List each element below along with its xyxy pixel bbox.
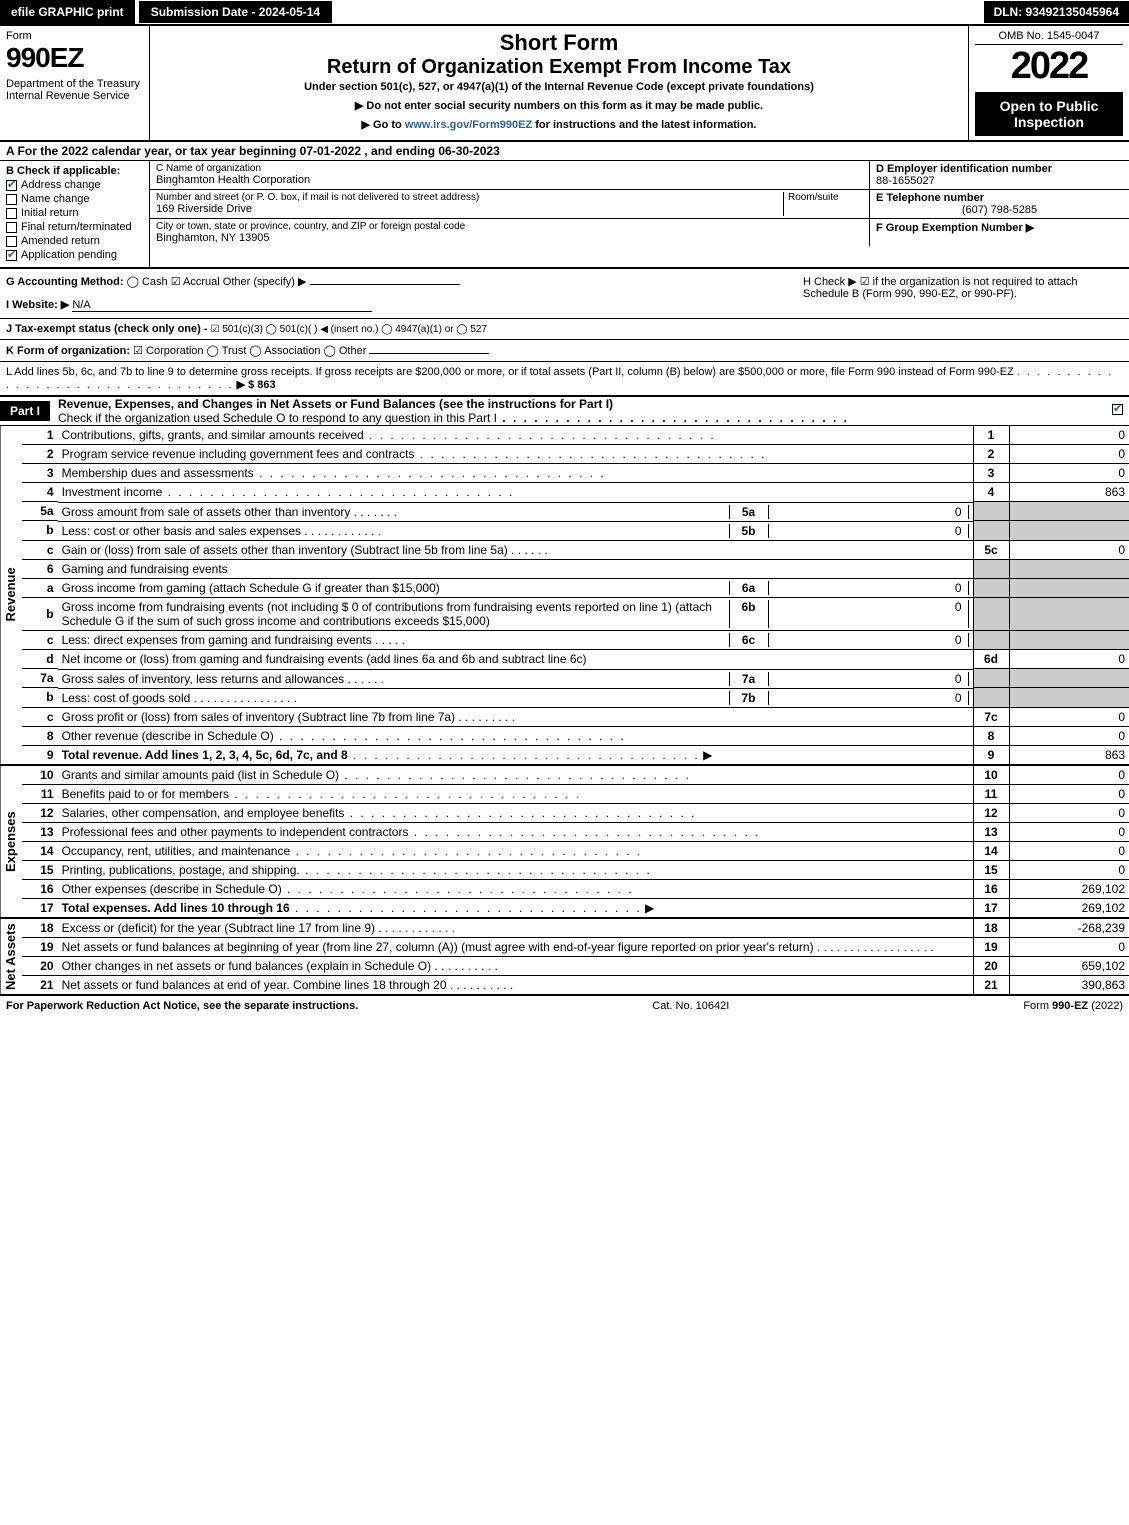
part1-header: Part I Revenue, Expenses, and Changes in… — [0, 397, 1129, 426]
org-name: Binghamton Health Corporation — [156, 174, 863, 186]
f-group-label: F Group Exemption Number ▶ — [876, 221, 1123, 234]
efile-print-button[interactable]: efile GRAPHIC print — [0, 0, 135, 24]
row-l: L Add lines 5b, 6c, and 7b to line 9 to … — [0, 362, 1129, 397]
dln-label: DLN: 93492135045964 — [984, 1, 1129, 23]
part1-check[interactable] — [1112, 404, 1123, 415]
g-accrual: Accrual — [183, 276, 220, 288]
subtitle: Under section 501(c), 527, or 4947(a)(1)… — [156, 81, 962, 93]
g-cash: Cash — [142, 276, 168, 288]
lbl-final-return: Final return/terminated — [21, 221, 132, 233]
chk-initial-return[interactable] — [6, 208, 17, 219]
tax-year: 2022 — [975, 45, 1123, 88]
row-gh: G Accounting Method: ◯ Cash ☑ Accrual Ot… — [0, 269, 1129, 319]
phone-value: (607) 798-5285 — [876, 204, 1123, 216]
chk-amended-return[interactable] — [6, 236, 17, 247]
lbl-amended-return: Amended return — [21, 235, 100, 247]
netassets-table: 18Excess or (deficit) for the year (Subt… — [22, 919, 1129, 994]
footer-right: Form 990-EZ (2022) — [1023, 1000, 1123, 1012]
expenses-table: 10Grants and similar amounts paid (list … — [22, 766, 1129, 917]
lbl-application-pending: Application pending — [21, 249, 117, 261]
city-value: Binghamton, NY 13905 — [156, 232, 863, 244]
h-text: H Check ▶ ☑ if the organization is not r… — [803, 275, 1123, 312]
form-label: Form — [6, 30, 143, 42]
row-j: J Tax-exempt status (check only one) - ☑… — [0, 319, 1129, 340]
chk-application-pending[interactable] — [6, 250, 17, 261]
revenue-label: Revenue — [0, 426, 22, 764]
part1-title: Revenue, Expenses, and Changes in Net As… — [58, 397, 613, 411]
c-name-label: C Name of organization — [156, 163, 863, 174]
revenue-table: 1Contributions, gifts, grants, and simil… — [22, 426, 1129, 764]
irs-link[interactable]: www.irs.gov/Form990EZ — [405, 119, 532, 131]
inspection-badge: Open to Public Inspection — [975, 92, 1123, 136]
title-return: Return of Organization Exempt From Incom… — [156, 56, 962, 79]
chk-name-change[interactable] — [6, 194, 17, 205]
part1-tab: Part I — [0, 401, 50, 421]
section-a: A For the 2022 calendar year, or tax yea… — [0, 142, 1129, 161]
g-other: Other (specify) ▶ — [223, 276, 307, 288]
d-ein-label: D Employer identification number — [876, 163, 1123, 175]
room-label: Room/suite — [788, 192, 863, 203]
section-b: B Check if applicable: Address change Na… — [0, 161, 150, 267]
row-k: K Form of organization: ☑ Corporation ◯ … — [0, 340, 1129, 362]
netassets-label: Net Assets — [0, 919, 22, 994]
omb-number: OMB No. 1545-0047 — [975, 30, 1123, 45]
title-short-form: Short Form — [156, 30, 962, 56]
street-value: 169 Riverside Drive — [156, 203, 783, 215]
lbl-address-change: Address change — [21, 179, 101, 191]
dept-label: Department of the Treasury Internal Reve… — [6, 78, 143, 102]
i-label: I Website: ▶ — [6, 299, 69, 311]
info-block: B Check if applicable: Address change Na… — [0, 161, 1129, 269]
top-bar: efile GRAPHIC print Submission Date - 20… — [0, 0, 1129, 26]
footer-catno: Cat. No. 10642I — [652, 1000, 729, 1012]
city-label: City or town, state or province, country… — [156, 221, 863, 232]
street-label: Number and street (or P. O. box, if mail… — [156, 192, 783, 203]
form-header: Form 990EZ Department of the Treasury In… — [0, 26, 1129, 142]
e-phone-label: E Telephone number — [876, 192, 1123, 204]
website-value: N/A — [72, 299, 372, 312]
note-link: ▶ Go to www.irs.gov/Form990EZ for instru… — [156, 118, 962, 131]
ein-value: 88-1655027 — [876, 175, 1123, 187]
g-label: G Accounting Method: — [6, 276, 124, 288]
section-b-label: B Check if applicable: — [6, 165, 143, 177]
form-number: 990EZ — [6, 42, 143, 74]
chk-address-change[interactable] — [6, 180, 17, 191]
lbl-name-change: Name change — [21, 193, 90, 205]
page-footer: For Paperwork Reduction Act Notice, see … — [0, 994, 1129, 1016]
lbl-initial-return: Initial return — [21, 207, 78, 219]
chk-final-return[interactable] — [6, 222, 17, 233]
submission-date: Submission Date - 2024-05-14 — [139, 1, 332, 23]
part1-subtitle: Check if the organization used Schedule … — [58, 411, 497, 425]
expenses-label: Expenses — [0, 766, 22, 917]
footer-left: For Paperwork Reduction Act Notice, see … — [6, 1000, 358, 1012]
note-ssn: ▶ Do not enter social security numbers o… — [156, 99, 962, 112]
